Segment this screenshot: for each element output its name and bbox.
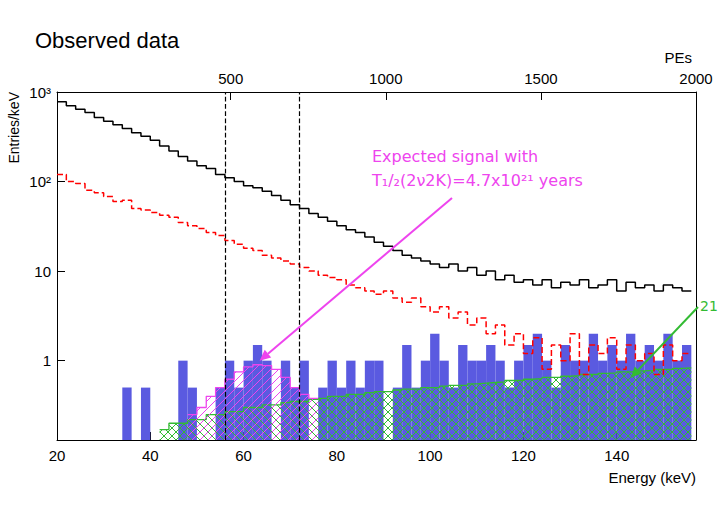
svg-text:2000: 2000 <box>679 70 712 87</box>
svg-text:21: 21 <box>700 298 718 314</box>
svg-text:Observed data: Observed data <box>35 28 180 53</box>
svg-text:40: 40 <box>142 447 159 464</box>
svg-text:10: 10 <box>34 263 51 280</box>
svg-text:Energy (keV): Energy (keV) <box>608 469 696 486</box>
svg-text:1500: 1500 <box>524 70 557 87</box>
svg-text:Expected signal with: Expected signal with <box>372 147 538 166</box>
svg-text:10³: 10³ <box>29 84 51 101</box>
svg-text:PEs: PEs <box>664 49 692 66</box>
svg-text:20: 20 <box>49 447 66 464</box>
svg-text:60: 60 <box>235 447 252 464</box>
svg-text:1: 1 <box>43 352 51 369</box>
svg-text:100: 100 <box>418 447 443 464</box>
svg-text:T₁/₂(2ν2K)=4.7x10²¹ years: T₁/₂(2ν2K)=4.7x10²¹ years <box>371 171 583 190</box>
svg-text:10²: 10² <box>29 173 51 190</box>
svg-text:500: 500 <box>218 70 243 87</box>
svg-text:1000: 1000 <box>369 70 402 87</box>
svg-text:80: 80 <box>329 447 346 464</box>
svg-text:140: 140 <box>604 447 629 464</box>
svg-text:120: 120 <box>511 447 536 464</box>
svg-text:Entries/keV: Entries/keV <box>6 91 22 163</box>
